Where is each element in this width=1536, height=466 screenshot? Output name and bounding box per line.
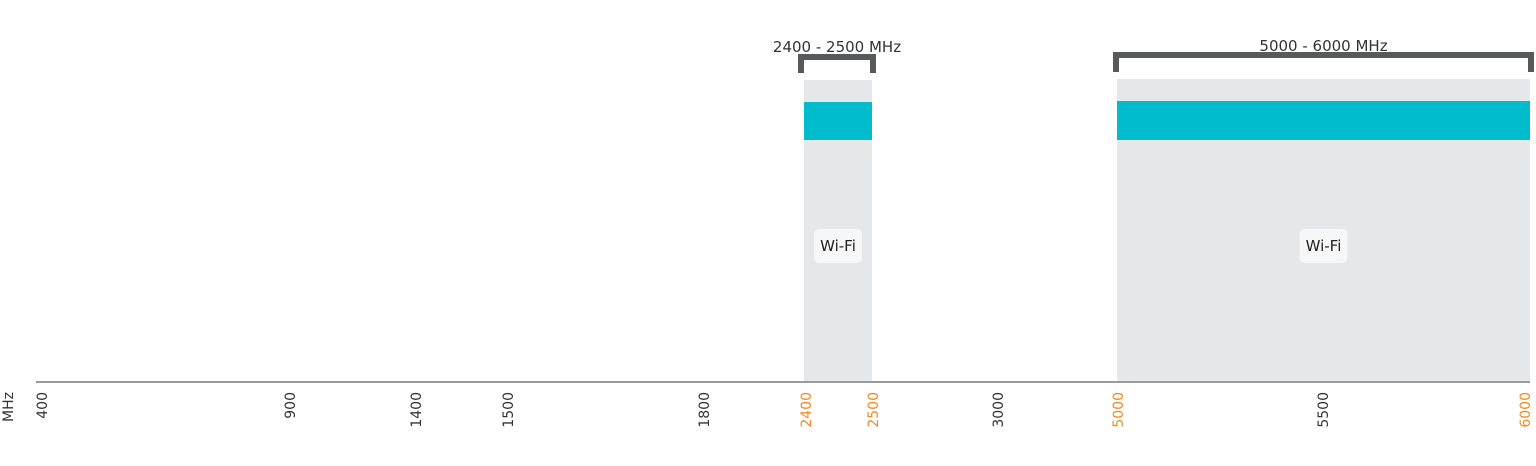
unit-label: MHz bbox=[1, 392, 17, 422]
band-tag: Wi-Fi bbox=[820, 237, 856, 255]
tick-label: 5000 bbox=[1111, 392, 1127, 428]
tick-label: 5500 bbox=[1316, 392, 1332, 428]
band-tag-box bbox=[814, 229, 862, 263]
band: 5000 - 6000 MHz Wi-Fi bbox=[1113, 37, 1534, 382]
band-range-label: 2400 - 2500 MHz bbox=[773, 38, 901, 56]
band: 2400 - 2500 MHz Wi-Fi bbox=[773, 38, 901, 382]
band-fill bbox=[804, 102, 872, 140]
band-fill bbox=[1117, 101, 1530, 140]
tick-label: 3000 bbox=[991, 392, 1007, 428]
band-bracket bbox=[798, 54, 876, 73]
tick-label: 2500 bbox=[866, 392, 882, 428]
tick-label: 6000 bbox=[1518, 392, 1534, 428]
tick-label: 900 bbox=[283, 392, 299, 419]
tick-label: 1800 bbox=[697, 392, 713, 428]
band-range-label: 5000 - 6000 MHz bbox=[1259, 37, 1387, 55]
tick-label: 2400 bbox=[799, 392, 815, 428]
tick-label: 400 bbox=[35, 392, 51, 419]
band-bracket bbox=[1113, 52, 1534, 72]
band-tag: Wi-Fi bbox=[1306, 237, 1342, 255]
band-tag-box bbox=[1299, 229, 1348, 263]
tick-label: 1400 bbox=[409, 392, 425, 428]
tick-label: 1500 bbox=[501, 392, 517, 428]
